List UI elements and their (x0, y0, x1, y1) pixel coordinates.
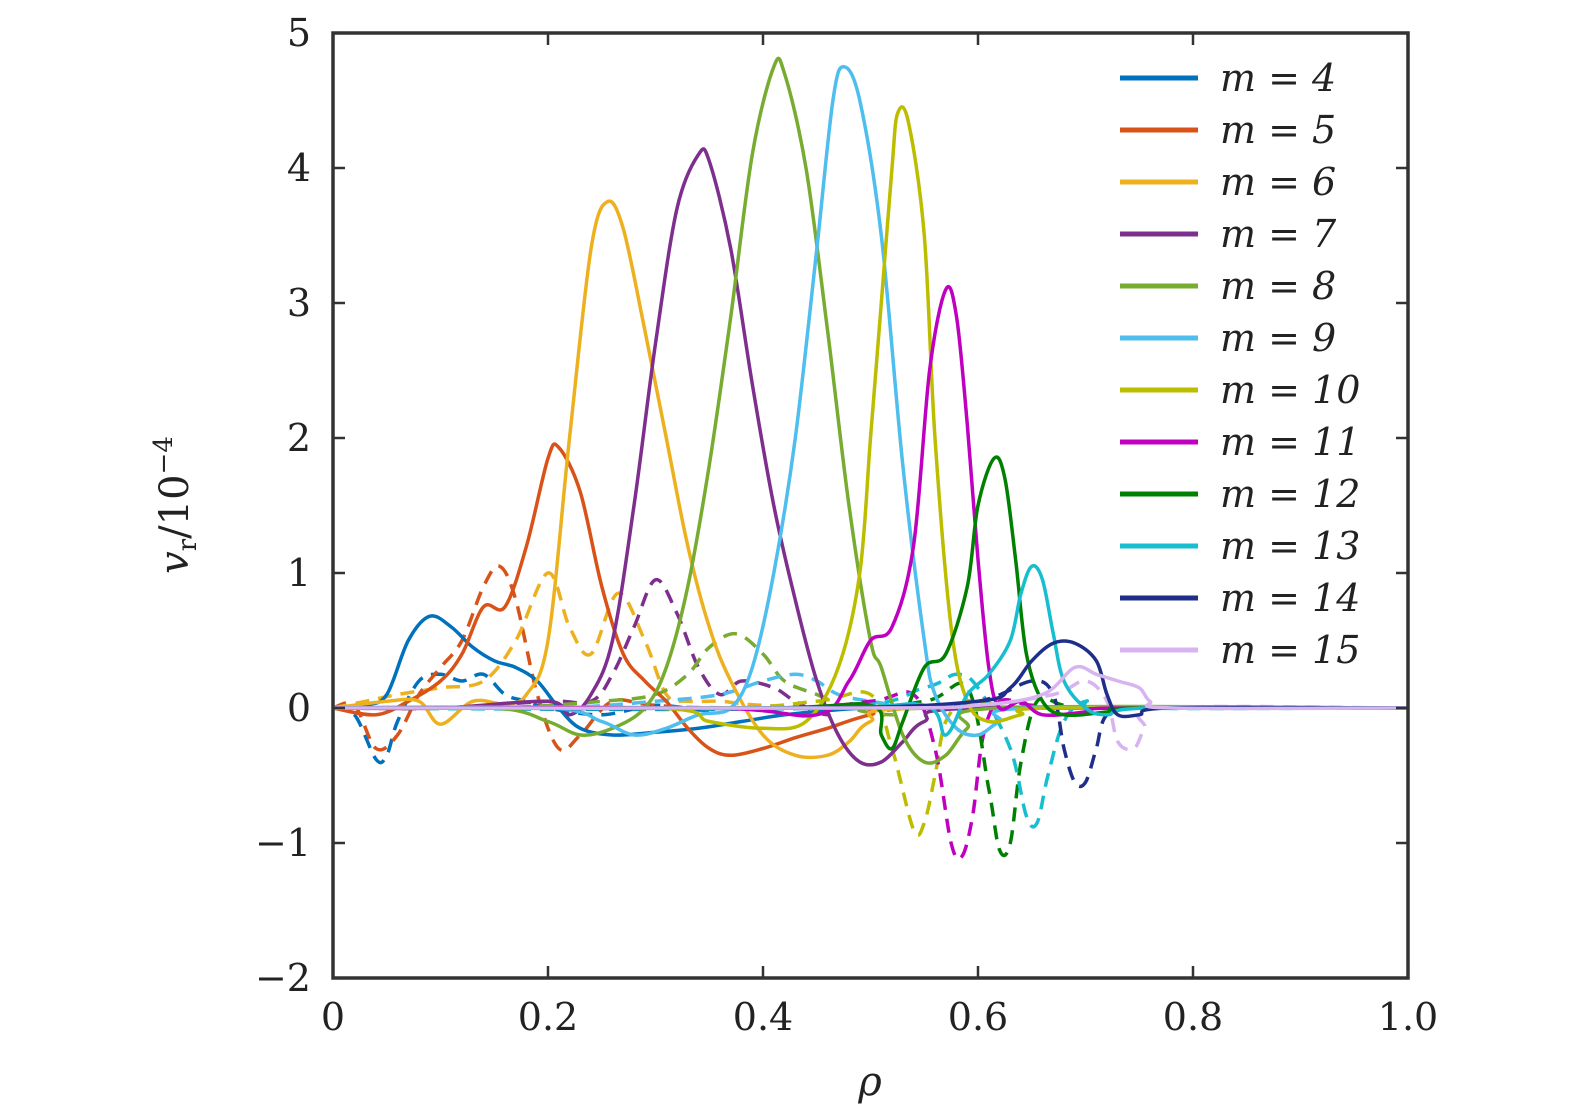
axis-ticks (331, 31, 1410, 980)
legend-entry-label: m = 7 (1220, 212, 1337, 256)
y-tick-label: 3 (287, 281, 311, 325)
series-line-m9 (332, 65, 1409, 738)
x-tick-label: 0 (321, 995, 345, 1039)
y-tick-label: 0 (287, 686, 311, 730)
y-tick-label: 2 (287, 416, 311, 460)
x-tick-label: 0.2 (518, 995, 578, 1039)
series-line-m10 (332, 105, 1409, 731)
y-tick-label: 1 (287, 551, 311, 595)
x-tick-label: 0.4 (733, 995, 793, 1039)
plot-frame (331, 31, 1410, 980)
legend-entry-label: m = 11 (1220, 420, 1360, 464)
x-tick-label: 1.0 (1378, 995, 1438, 1039)
y-axis-label-main: v (152, 551, 198, 574)
legend-entry-label: m = 15 (1220, 628, 1360, 672)
y-tick-label: −2 (255, 956, 311, 1000)
series-line-m15 (332, 664, 1409, 711)
series-line-m8 (332, 56, 1409, 765)
series-dashed-line-m14 (332, 679, 1409, 789)
series-line-m6 (332, 199, 1409, 760)
legend-entry-label: m = 12 (1220, 472, 1360, 516)
x-tick-label: 0.6 (948, 995, 1008, 1039)
y-tick-label: −1 (255, 821, 311, 865)
y-axis-label-rest: /10 (152, 474, 198, 538)
y-tick-label: 5 (287, 11, 311, 55)
y-tick-label: 4 (287, 146, 311, 190)
legend-entry-label: m = 9 (1220, 316, 1336, 360)
legend: m = 4 m = 5 m = 6 m = 7 m = 8 m = 9 m = 10 m = … (1120, 56, 1360, 672)
legend-entry-label: m = 13 (1220, 524, 1360, 568)
series-dashed-line-m13 (332, 672, 1409, 829)
plot-area (332, 56, 1409, 861)
x-tick-label: 0.8 (1163, 995, 1223, 1039)
x-axis-label: ρ (857, 1059, 882, 1105)
legend-entry-label: m = 5 (1220, 108, 1336, 152)
series-dashed-line-m7 (332, 578, 1409, 717)
y-axis-label: vr/10−4 (149, 436, 203, 574)
series-line-m5 (332, 442, 1409, 758)
y-axis-label-exp: −4 (149, 436, 179, 474)
legend-entry-label: m = 8 (1220, 264, 1336, 308)
legend-entry-label: m = 14 (1220, 576, 1360, 620)
legend-entry-label: m = 4 (1220, 56, 1336, 100)
axis-tick-labels: 0 0.2 0.4 0.6 0.8 1.0 −2 −1 0 1 2 3 4 5 (255, 11, 1438, 1039)
y-axis-label-sub: r (173, 538, 203, 551)
legend-entry-label: m = 6 (1220, 160, 1336, 204)
legend-entry-label: m = 10 (1220, 368, 1360, 412)
